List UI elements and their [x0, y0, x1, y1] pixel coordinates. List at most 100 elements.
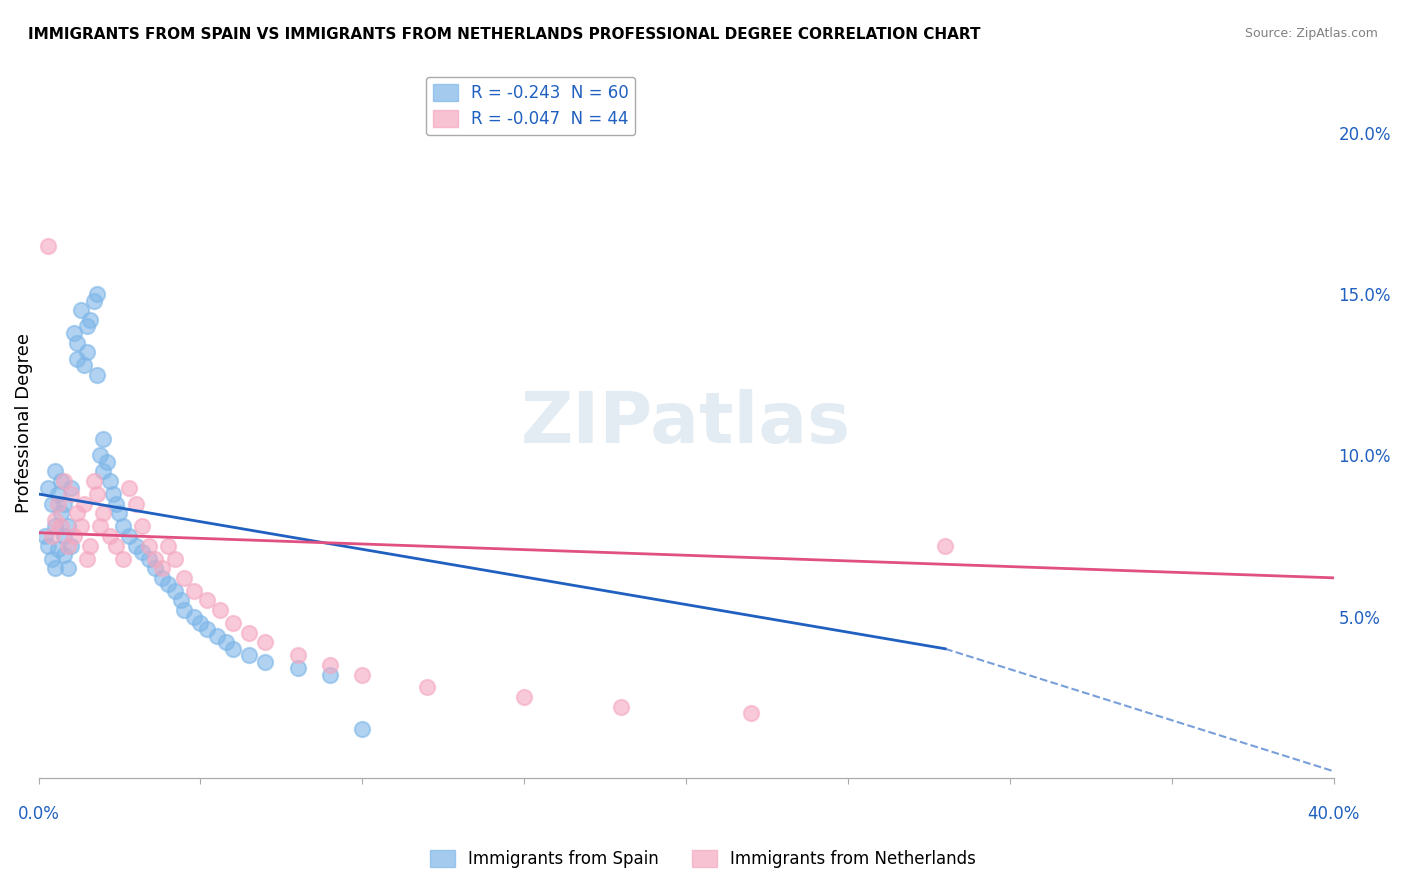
Point: [89, 519, 111, 533]
Point: [173, 603, 195, 617]
Point: [208, 603, 231, 617]
Point: [51, 474, 73, 488]
Point: [111, 519, 134, 533]
Point: [195, 593, 218, 607]
Point: [163, 551, 186, 566]
Point: [53, 474, 76, 488]
Point: [111, 551, 134, 566]
Legend: Immigrants from Spain, Immigrants from Netherlands: Immigrants from Spain, Immigrants from N…: [423, 843, 983, 875]
Point: [37, 539, 59, 553]
Point: [190, 615, 212, 630]
Legend: R = -0.243  N = 60, R = -0.047  N = 44: R = -0.243 N = 60, R = -0.047 N = 44: [426, 77, 636, 135]
Point: [138, 539, 160, 553]
Point: [150, 571, 173, 585]
Point: [173, 571, 195, 585]
Point: [79, 539, 101, 553]
Point: [79, 313, 101, 327]
Point: [170, 593, 193, 607]
Point: [66, 507, 89, 521]
Point: [215, 635, 238, 649]
Point: [287, 648, 309, 663]
Point: [41, 497, 63, 511]
Point: [352, 667, 374, 681]
Point: [96, 455, 118, 469]
Point: [44, 561, 66, 575]
Point: [143, 561, 166, 575]
Point: [44, 513, 66, 527]
Point: [56, 519, 79, 533]
Point: [157, 539, 180, 553]
Point: [98, 474, 121, 488]
Point: [46, 497, 69, 511]
Point: [319, 657, 342, 672]
Point: [118, 481, 141, 495]
Point: [66, 335, 89, 350]
Point: [46, 541, 69, 556]
Text: 0.0%: 0.0%: [18, 805, 59, 823]
Point: [118, 529, 141, 543]
Point: [86, 287, 108, 301]
Point: [53, 549, 76, 563]
Point: [76, 319, 98, 334]
Point: [740, 706, 762, 721]
Point: [83, 474, 105, 488]
Point: [41, 551, 63, 566]
Text: Source: ZipAtlas.com: Source: ZipAtlas.com: [1244, 27, 1378, 40]
Point: [163, 583, 186, 598]
Point: [59, 481, 82, 495]
Point: [59, 539, 82, 553]
Point: [238, 648, 260, 663]
Point: [34, 529, 56, 543]
Point: [63, 529, 86, 543]
Text: IMMIGRANTS FROM SPAIN VS IMMIGRANTS FROM NETHERLANDS PROFESSIONAL DEGREE CORRELA: IMMIGRANTS FROM SPAIN VS IMMIGRANTS FROM…: [28, 27, 980, 42]
Text: 40.0%: 40.0%: [1308, 805, 1360, 823]
Point: [91, 432, 114, 446]
Point: [83, 293, 105, 308]
Point: [69, 303, 91, 318]
Point: [37, 481, 59, 495]
Point: [91, 507, 114, 521]
Point: [63, 326, 86, 340]
Point: [125, 539, 148, 553]
Point: [51, 519, 73, 533]
Point: [195, 623, 218, 637]
Point: [150, 561, 173, 575]
Point: [53, 497, 76, 511]
Point: [56, 561, 79, 575]
Point: [131, 545, 153, 559]
Point: [254, 635, 277, 649]
Point: [183, 609, 205, 624]
Point: [105, 539, 128, 553]
Point: [238, 625, 260, 640]
Y-axis label: Professional Degree: Professional Degree: [15, 333, 32, 513]
Point: [108, 507, 131, 521]
Point: [73, 497, 96, 511]
Point: [56, 539, 79, 553]
Point: [89, 448, 111, 462]
Point: [86, 368, 108, 382]
Point: [69, 519, 91, 533]
Point: [287, 661, 309, 675]
Point: [76, 551, 98, 566]
Point: [41, 529, 63, 543]
Point: [352, 723, 374, 737]
Point: [37, 239, 59, 253]
Point: [131, 519, 153, 533]
Text: ZIPatlas: ZIPatlas: [522, 389, 851, 458]
Point: [416, 681, 439, 695]
Point: [51, 507, 73, 521]
Point: [934, 539, 956, 553]
Point: [46, 487, 69, 501]
Point: [66, 351, 89, 366]
Point: [205, 629, 228, 643]
Point: [73, 358, 96, 372]
Point: [222, 641, 245, 656]
Point: [125, 497, 148, 511]
Point: [76, 345, 98, 359]
Point: [91, 465, 114, 479]
Point: [254, 655, 277, 669]
Point: [53, 529, 76, 543]
Point: [44, 465, 66, 479]
Point: [143, 551, 166, 566]
Point: [44, 519, 66, 533]
